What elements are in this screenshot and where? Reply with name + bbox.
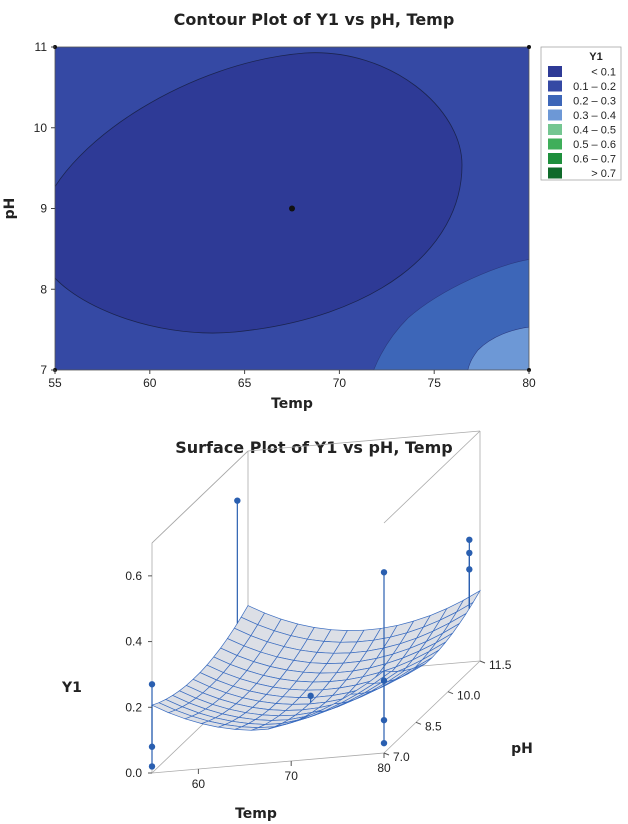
y-tick-label: 7 xyxy=(40,363,47,377)
legend-label: 0.6 – 0.7 xyxy=(573,154,616,166)
legend-swatch xyxy=(548,109,562,121)
region-below-0.1 xyxy=(55,52,463,334)
box-edge xyxy=(383,430,481,524)
data-point xyxy=(307,692,314,700)
legend-swatch xyxy=(548,153,562,164)
x-tick-label: 80 xyxy=(377,761,391,775)
z-tick-label: 0.4 xyxy=(125,635,142,649)
contour-regions xyxy=(55,47,529,370)
legend-label: > 0.7 xyxy=(591,168,616,180)
y-tick-label: 9 xyxy=(40,202,47,216)
legend-title: Y1 xyxy=(589,51,602,63)
y-tick-label: 7.0 xyxy=(393,750,410,764)
x-tick-label: 80 xyxy=(522,376,536,390)
x-tick-label: 55 xyxy=(48,376,62,390)
legend-swatch xyxy=(548,138,562,150)
legend-label: 0.4 – 0.5 xyxy=(573,125,616,137)
data-point xyxy=(148,681,156,688)
data-point xyxy=(148,763,156,770)
y-axis-label: pH xyxy=(2,198,18,220)
legend-swatch xyxy=(548,95,562,106)
corner-point xyxy=(527,45,531,49)
y-axis-label: pH xyxy=(511,741,533,757)
y-tick-mark xyxy=(479,660,486,664)
data-point xyxy=(466,536,473,543)
x-tick-label: 60 xyxy=(143,376,157,390)
z-tick-label: 0.6 xyxy=(125,569,142,583)
x-axis-label: Temp xyxy=(271,396,313,412)
data-point xyxy=(380,569,388,576)
y-tick-label: 10.0 xyxy=(457,689,481,703)
y-tick-label: 8.5 xyxy=(425,719,442,733)
contour-plot: 55 60 65 70 75 80 7 8 9 10 11 Temp pH Y1 < 0.1 0.1 – 0.… xyxy=(2,40,622,412)
data-point xyxy=(466,549,473,557)
x-axis-label: Temp xyxy=(235,806,277,822)
y-tick-label: 11.5 xyxy=(489,658,512,672)
legend-swatch xyxy=(548,124,562,135)
y-tick-mark xyxy=(415,721,422,725)
legend-swatch xyxy=(548,80,562,92)
y-tick-label: 11 xyxy=(35,40,48,54)
surface-cell xyxy=(366,670,392,684)
data-point xyxy=(466,566,473,573)
box-edge xyxy=(151,450,249,544)
x-tick-label: 75 xyxy=(428,376,442,390)
data-point xyxy=(380,739,388,747)
y-tick-mark xyxy=(383,752,390,756)
box-edge xyxy=(151,752,385,774)
y-tick-label: 8 xyxy=(40,282,47,296)
design-points xyxy=(148,497,473,770)
x-tick-label: 65 xyxy=(238,376,252,390)
legend-label: 0.2 – 0.3 xyxy=(573,96,616,108)
data-point xyxy=(234,497,241,504)
x-tick-label: 60 xyxy=(192,777,206,791)
legend-label: < 0.1 xyxy=(591,67,616,79)
x-tick-label: 70 xyxy=(285,769,299,783)
x-tick-label: 70 xyxy=(333,376,347,390)
z-tick-label: 0.0 xyxy=(125,766,142,780)
y-tick-mark xyxy=(447,691,454,695)
region-0.3-0.4 xyxy=(467,326,529,370)
z-axis-label: Y1 xyxy=(61,680,82,696)
legend-swatch xyxy=(548,167,562,179)
legend-label: 0.3 – 0.4 xyxy=(573,110,616,122)
legend: Y1 < 0.1 0.1 – 0.2 0.2 – 0.3 0.3 – 0.4 0.4 – … xyxy=(540,46,622,181)
z-tick-label: 0.2 xyxy=(125,700,142,714)
legend-label: 0.5 – 0.6 xyxy=(573,139,616,151)
box-edge xyxy=(247,430,481,452)
box-edge xyxy=(383,660,481,754)
surface-title: Surface Plot of Y1 vs pH, Temp xyxy=(175,438,453,457)
legend-swatch xyxy=(548,66,562,77)
surface-mesh xyxy=(151,589,481,731)
contour-title: Contour Plot of Y1 vs pH, Temp xyxy=(173,10,455,29)
legend-label: 0.1 – 0.2 xyxy=(573,81,616,93)
y-tick-label: 10 xyxy=(34,121,48,135)
center-point xyxy=(289,205,295,212)
